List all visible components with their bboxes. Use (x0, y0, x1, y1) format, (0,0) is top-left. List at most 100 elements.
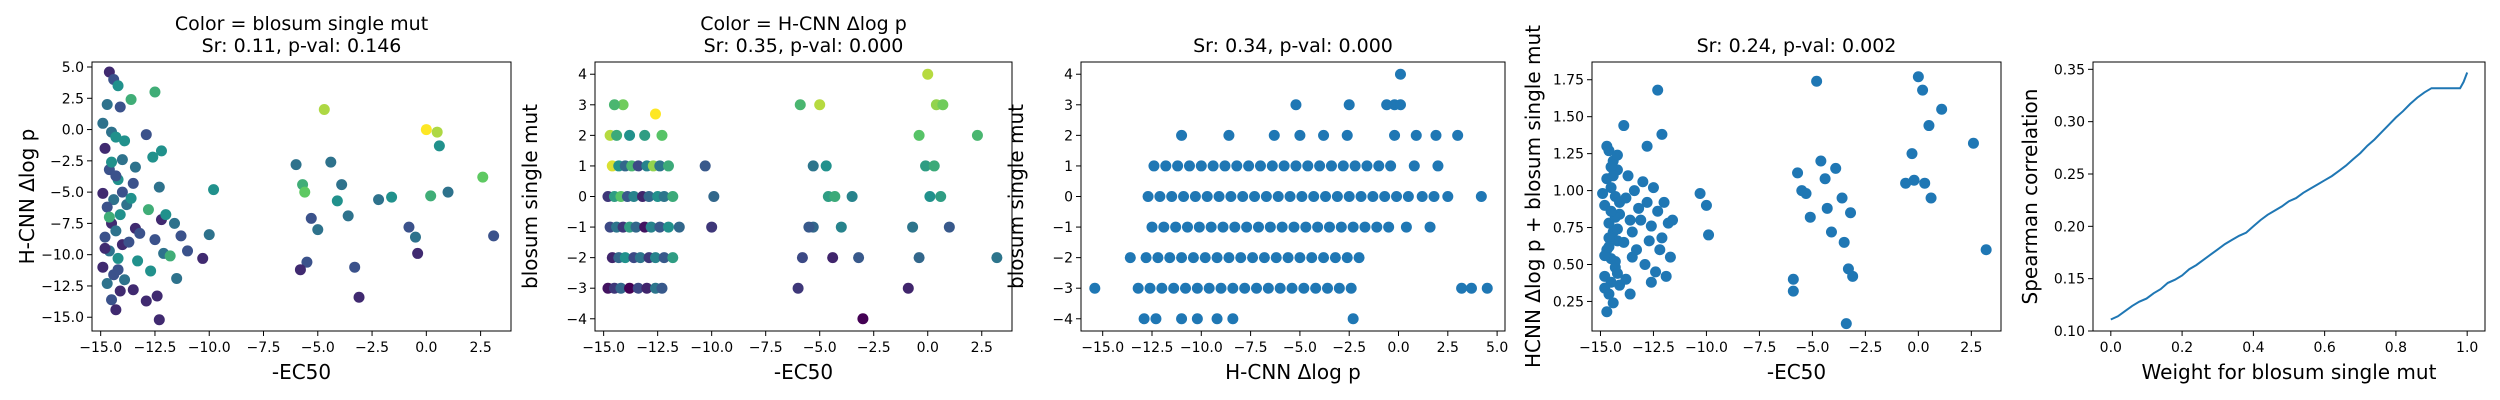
scatter-point (1361, 160, 1373, 172)
y-tick-label: 0.75 (1553, 221, 1584, 237)
scatter-point (1840, 318, 1852, 330)
scatter-point (902, 282, 914, 294)
scatter-point (1146, 221, 1158, 233)
data-marks (97, 66, 500, 326)
scatter-point (1308, 191, 1320, 202)
scatter-point (1845, 207, 1857, 219)
scatter-point (1628, 185, 1640, 197)
scatter-point (125, 94, 137, 106)
scatter-point (153, 181, 165, 193)
scatter-point (1605, 182, 1617, 194)
scatter-point (112, 252, 124, 264)
scatter-point (1645, 220, 1657, 232)
y-tick-label: −4 (566, 312, 587, 328)
scatter-point (1923, 120, 1935, 132)
scatter-point (1900, 177, 1912, 189)
scatter-point (1821, 202, 1833, 214)
scatter-point (1611, 267, 1623, 279)
scatter-point (1227, 313, 1239, 325)
scatter-point (1652, 84, 1664, 96)
scatter-point (639, 129, 651, 141)
chart-title-line: Color = blosum single mut (175, 13, 428, 35)
scatter-point (1168, 282, 1180, 294)
scatter-point (197, 252, 209, 264)
scatter-point (114, 209, 126, 221)
y-tick-label: −7.5 (50, 216, 84, 232)
scatter-point (1819, 173, 1831, 185)
scatter-point (827, 252, 839, 264)
scatter-point (336, 179, 348, 191)
scatter-point (1367, 191, 1379, 202)
scatter-point (611, 129, 623, 141)
scatter-point (112, 80, 124, 92)
scatter-point (1400, 221, 1412, 233)
scatter-point (632, 282, 644, 294)
y-tick-label: 1.25 (1553, 147, 1584, 163)
x-tick-label: −5.0 (1795, 340, 1829, 356)
scatter-point (106, 156, 118, 168)
scatter-point (1300, 221, 1312, 233)
scatter-point (796, 252, 808, 264)
scatter-point (1235, 252, 1247, 264)
scatter-point (1166, 191, 1178, 202)
scatter-point (114, 101, 126, 113)
scatter-point (101, 99, 113, 111)
x-tick-label: −12.5 (1632, 340, 1675, 356)
scatter-point (373, 194, 385, 206)
scatter-point (1456, 282, 1468, 294)
scatter-point (913, 252, 925, 264)
scatter-point (1641, 196, 1653, 208)
scatter-point (1830, 162, 1842, 174)
scatter-point (1385, 160, 1397, 172)
y-tick-label: 2 (1064, 128, 1073, 144)
scatter-point (846, 191, 858, 202)
scatter-point (617, 99, 629, 111)
scatter-point (1288, 221, 1300, 233)
y-tick-label: 3 (578, 98, 587, 114)
scatter-point (110, 131, 122, 143)
scatter-point (119, 135, 131, 147)
scatter-point (1654, 244, 1666, 256)
scatter-point (1624, 214, 1636, 226)
scatter-point (132, 255, 144, 267)
scatter-point (1132, 282, 1144, 294)
scatter-point (1207, 160, 1219, 172)
scatter-point (99, 231, 111, 243)
scatter-point (1237, 191, 1249, 202)
plot-frame (91, 61, 512, 332)
scatter-point (1252, 221, 1264, 233)
y-tick-label: 0.25 (2054, 167, 2085, 183)
scatter-point (160, 209, 172, 221)
scatter-point (1124, 252, 1136, 264)
y-tick-label: 0.20 (2054, 219, 2085, 235)
scatter-point (1150, 313, 1162, 325)
x-tick-label: −7.5 (749, 340, 783, 356)
x-tick-label: −15.0 (79, 340, 122, 356)
scatter-point (1624, 288, 1636, 300)
scatter-point (1272, 191, 1284, 202)
scatter-point (1205, 221, 1217, 233)
scatter-point (1394, 68, 1406, 80)
scatter-point (153, 314, 165, 326)
scatter-point (155, 145, 167, 157)
chart-panel-5: 0.0 0.2 0.4 0.6 0.8 1.0 0.35 0.30 0.25 0.20 0.15 0.… (2018, 61, 2486, 384)
data-marks (2110, 72, 2469, 321)
scatter-point (1189, 191, 1201, 202)
scatter-point (1148, 160, 1160, 172)
scatter-point (1787, 285, 1799, 297)
chart-title-line: Sr: 0.11, p-val: 0.146 (202, 35, 402, 57)
scatter-point (1355, 191, 1367, 202)
scatter-point (1371, 221, 1383, 233)
y-tick-label: 0.25 (1553, 294, 1584, 310)
scatter-point (1811, 75, 1823, 87)
x-tick-label: 2.5 (1960, 340, 1982, 356)
scatter-point (1430, 129, 1442, 141)
scatter-point (1912, 71, 1924, 83)
scatter-point (134, 227, 146, 239)
x-tick-label: 0.8 (2385, 340, 2407, 356)
scatter-point (1318, 129, 1330, 141)
scatter-point (1836, 192, 1848, 204)
scatter-point (1603, 232, 1615, 244)
y-tick-label: −4 (1052, 312, 1073, 328)
scatter-point (1804, 211, 1816, 223)
